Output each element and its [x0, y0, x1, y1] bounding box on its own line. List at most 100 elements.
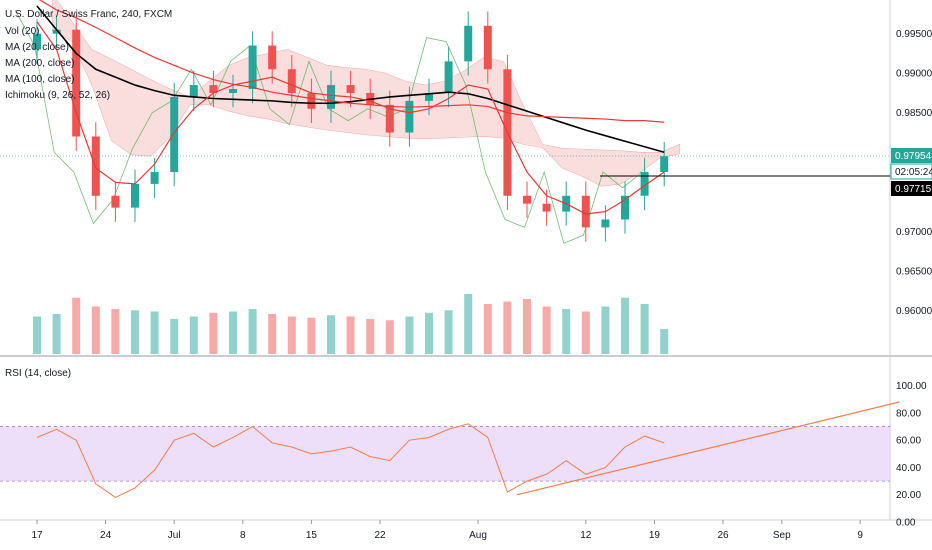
candles-layer[interactable] — [33, 11, 669, 242]
candle-body[interactable] — [425, 92, 433, 101]
candle-body[interactable] — [385, 104, 394, 133]
volume-bar — [503, 301, 512, 354]
time-tick-label: 12 — [580, 530, 592, 541]
candle-body[interactable] — [131, 183, 139, 208]
candle-body[interactable] — [464, 25, 473, 62]
time-tick-label: 19 — [649, 530, 661, 541]
time-tick-label: 17 — [31, 530, 43, 541]
legend: U.S. Dollar / Swiss Franc, 240, FXCM Vol… — [5, 9, 172, 101]
legend-indicator[interactable]: Ichimoku (9, 26, 52, 26) — [5, 90, 110, 101]
time-tick-label: 9 — [857, 530, 863, 541]
rsi-tick-label: 80.00 — [896, 408, 921, 419]
candle-body[interactable] — [660, 156, 669, 173]
candle-body[interactable] — [346, 85, 355, 93]
volume-bar — [229, 311, 237, 354]
legend-symbol[interactable]: U.S. Dollar / Swiss Franc, 240, FXCM — [5, 9, 172, 20]
candle-body[interactable] — [111, 195, 120, 208]
legend-indicator[interactable]: Vol (20) — [5, 26, 39, 37]
rsi-tick-label: 100.00 — [896, 381, 927, 392]
volume-bar — [33, 316, 41, 354]
volume-bar — [72, 297, 81, 354]
volume-bar — [189, 316, 198, 354]
candle-body[interactable] — [542, 203, 551, 212]
rsi-legend[interactable]: RSI (14, close) — [5, 368, 71, 379]
volume-bar — [131, 310, 139, 354]
candle-body[interactable] — [72, 29, 81, 137]
time-tick-label: 26 — [717, 530, 729, 541]
candle-body[interactable] — [150, 172, 159, 184]
volume-bar — [562, 309, 571, 354]
volume-bar — [542, 306, 551, 354]
volume-layer — [33, 294, 669, 354]
candle-body[interactable] — [307, 92, 316, 109]
volume-bar — [601, 306, 610, 354]
volume-bar — [111, 309, 120, 354]
price-tick-label: 0.98500 — [896, 108, 932, 119]
last-price-badge — [891, 148, 932, 163]
volume-bar — [425, 312, 433, 354]
price-tick-label: 0.99000 — [896, 69, 932, 80]
candle-body[interactable] — [581, 195, 590, 228]
candle-body[interactable] — [189, 85, 198, 97]
candle-body[interactable] — [287, 69, 296, 93]
legend-indicator[interactable]: MA (100, close) — [5, 74, 74, 85]
time-tick-label: Sep — [773, 530, 791, 541]
legend-indicator[interactable]: MA (200, close) — [5, 58, 74, 69]
volume-bar — [366, 319, 375, 354]
rsi-band — [0, 426, 890, 482]
candle-body[interactable] — [444, 61, 453, 93]
volume-bar — [150, 311, 159, 354]
volume-bar — [464, 294, 473, 354]
price-pane-bg — [0, 0, 890, 355]
candle-body[interactable] — [209, 85, 218, 93]
level-badge — [891, 181, 932, 196]
candle-body[interactable] — [33, 33, 41, 50]
candle-body[interactable] — [621, 195, 629, 220]
volume-bar — [170, 319, 179, 354]
rsi-layer: 100.00 80.00 60.00 40.00 20.00 0.00 — [0, 381, 927, 529]
volume-bar — [640, 304, 649, 354]
volume-bar — [523, 299, 531, 354]
volume-bar — [385, 320, 394, 354]
time-tick-label: Jul — [168, 530, 181, 541]
candle-body[interactable] — [91, 136, 100, 196]
rsi-tick-label: 60.00 — [896, 436, 921, 447]
last-price-badge-text: 0.97954 — [895, 151, 932, 162]
time-tick-label: 15 — [306, 530, 318, 541]
legend-indicator[interactable]: MA (20, close) — [5, 42, 69, 53]
candle-body[interactable] — [523, 195, 531, 204]
time-axis[interactable]: 17 24 Jul 8 15 22 Aug 12 19 26 Sep 9 — [31, 520, 863, 541]
ma-line — [38, 0, 665, 123]
countdown-badge — [890, 163, 932, 180]
volume-bar — [405, 316, 414, 354]
candle-body[interactable] — [483, 25, 492, 70]
volume-bar — [581, 311, 590, 354]
candle-body[interactable] — [170, 96, 179, 173]
candle-body[interactable] — [248, 45, 257, 90]
candle-body[interactable] — [268, 45, 277, 70]
time-tick-label: 24 — [100, 530, 112, 541]
volume-bar — [346, 316, 355, 354]
candle-body[interactable] — [405, 100, 414, 133]
volume-bar — [52, 314, 61, 354]
candle-body[interactable] — [52, 29, 61, 34]
volume-bar — [327, 315, 335, 354]
candle-body[interactable] — [327, 85, 335, 109]
volume-bar — [287, 316, 296, 354]
candle-body[interactable] — [601, 219, 610, 228]
rsi-line[interactable] — [36, 423, 665, 499]
moving-averages-layer — [36, 0, 665, 215]
volume-bar — [268, 314, 277, 354]
price-tick-label: 0.96500 — [896, 266, 932, 277]
candle-body[interactable] — [640, 172, 649, 196]
volume-bar — [248, 309, 257, 354]
rsi-trendline[interactable] — [517, 401, 900, 496]
volume-bar — [91, 306, 100, 354]
time-tick-label: 22 — [374, 530, 386, 541]
candle-body[interactable] — [229, 89, 237, 93]
rsi-tick-label: 40.00 — [896, 463, 921, 474]
rsi-tick-label: 20.00 — [896, 490, 921, 501]
countdown-badge-text: 02:05:24 — [895, 167, 932, 178]
